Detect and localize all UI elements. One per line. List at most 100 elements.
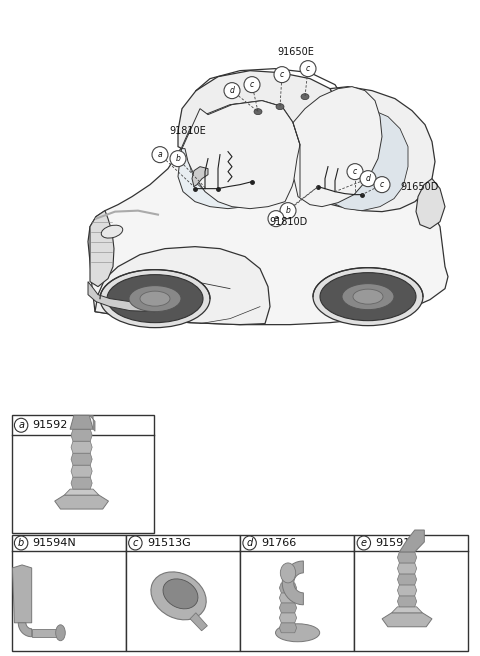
Text: 91594N: 91594N (33, 538, 76, 548)
Ellipse shape (320, 273, 416, 321)
Text: d: d (366, 174, 371, 183)
Text: d: d (229, 86, 234, 95)
Text: c: c (280, 70, 284, 79)
Circle shape (170, 151, 186, 167)
Polygon shape (320, 87, 435, 212)
Ellipse shape (313, 268, 423, 325)
Polygon shape (88, 102, 448, 325)
Polygon shape (279, 593, 297, 603)
Circle shape (347, 163, 363, 180)
Ellipse shape (342, 283, 394, 310)
Text: a: a (18, 420, 24, 430)
Polygon shape (71, 477, 92, 489)
Polygon shape (70, 415, 93, 429)
Circle shape (244, 77, 260, 92)
Polygon shape (279, 613, 297, 623)
Polygon shape (397, 585, 417, 596)
Text: b: b (18, 538, 24, 548)
Circle shape (224, 83, 240, 98)
Text: 91513G: 91513G (147, 538, 191, 548)
Polygon shape (12, 565, 32, 623)
Polygon shape (279, 603, 297, 613)
Ellipse shape (100, 270, 210, 327)
Polygon shape (325, 109, 408, 211)
Circle shape (14, 419, 28, 432)
Polygon shape (187, 113, 286, 199)
FancyBboxPatch shape (354, 535, 468, 651)
Text: d: d (246, 538, 253, 548)
Polygon shape (399, 530, 424, 552)
Polygon shape (71, 441, 92, 453)
Text: e: e (274, 214, 278, 223)
Text: 91766: 91766 (261, 538, 296, 548)
Polygon shape (382, 613, 432, 626)
Circle shape (268, 211, 284, 226)
Ellipse shape (276, 104, 284, 110)
Ellipse shape (276, 624, 320, 642)
Text: 91810D: 91810D (269, 216, 307, 226)
Polygon shape (416, 178, 445, 229)
Ellipse shape (254, 109, 262, 115)
Ellipse shape (280, 563, 296, 583)
Circle shape (300, 60, 316, 77)
Polygon shape (192, 167, 208, 187)
Polygon shape (282, 561, 303, 605)
Circle shape (360, 171, 376, 187)
FancyBboxPatch shape (12, 535, 126, 651)
Text: 91591E: 91591E (375, 538, 418, 548)
Polygon shape (397, 596, 417, 607)
Text: 91650E: 91650E (277, 47, 314, 56)
Polygon shape (89, 415, 95, 431)
Text: c: c (132, 538, 138, 548)
Text: b: b (286, 206, 290, 215)
Text: 91810E: 91810E (169, 126, 206, 136)
Polygon shape (178, 71, 338, 149)
Polygon shape (293, 87, 382, 207)
Ellipse shape (353, 289, 383, 304)
Polygon shape (279, 623, 297, 633)
Ellipse shape (301, 94, 309, 100)
Polygon shape (32, 628, 60, 637)
Text: a: a (158, 150, 162, 159)
Polygon shape (182, 100, 300, 209)
Polygon shape (95, 247, 270, 325)
Ellipse shape (129, 285, 181, 312)
Ellipse shape (101, 225, 123, 238)
Polygon shape (18, 623, 32, 637)
Ellipse shape (140, 291, 170, 306)
Text: e: e (361, 538, 367, 548)
FancyBboxPatch shape (240, 535, 354, 651)
Ellipse shape (151, 572, 206, 620)
Polygon shape (178, 102, 295, 209)
Polygon shape (397, 552, 417, 563)
Text: c: c (306, 64, 310, 73)
FancyBboxPatch shape (126, 535, 240, 651)
Polygon shape (392, 607, 422, 613)
Circle shape (274, 67, 290, 83)
Polygon shape (71, 453, 92, 465)
Ellipse shape (107, 275, 203, 323)
Text: b: b (176, 154, 180, 163)
Polygon shape (397, 563, 417, 574)
Polygon shape (64, 489, 99, 495)
Polygon shape (55, 495, 108, 509)
Polygon shape (71, 429, 92, 441)
Circle shape (357, 536, 371, 550)
Text: 91592: 91592 (33, 420, 68, 430)
Circle shape (152, 147, 168, 163)
FancyBboxPatch shape (12, 415, 154, 533)
Circle shape (374, 176, 390, 193)
Ellipse shape (56, 625, 65, 641)
Ellipse shape (163, 579, 198, 609)
Polygon shape (279, 583, 297, 593)
Polygon shape (90, 211, 114, 287)
Text: c: c (380, 180, 384, 189)
Polygon shape (397, 574, 417, 585)
Circle shape (280, 203, 296, 218)
Circle shape (129, 536, 142, 550)
Text: c: c (250, 80, 254, 89)
Circle shape (14, 536, 28, 550)
Polygon shape (71, 465, 92, 477)
Text: c: c (353, 167, 357, 176)
Text: 91650D: 91650D (400, 182, 438, 192)
